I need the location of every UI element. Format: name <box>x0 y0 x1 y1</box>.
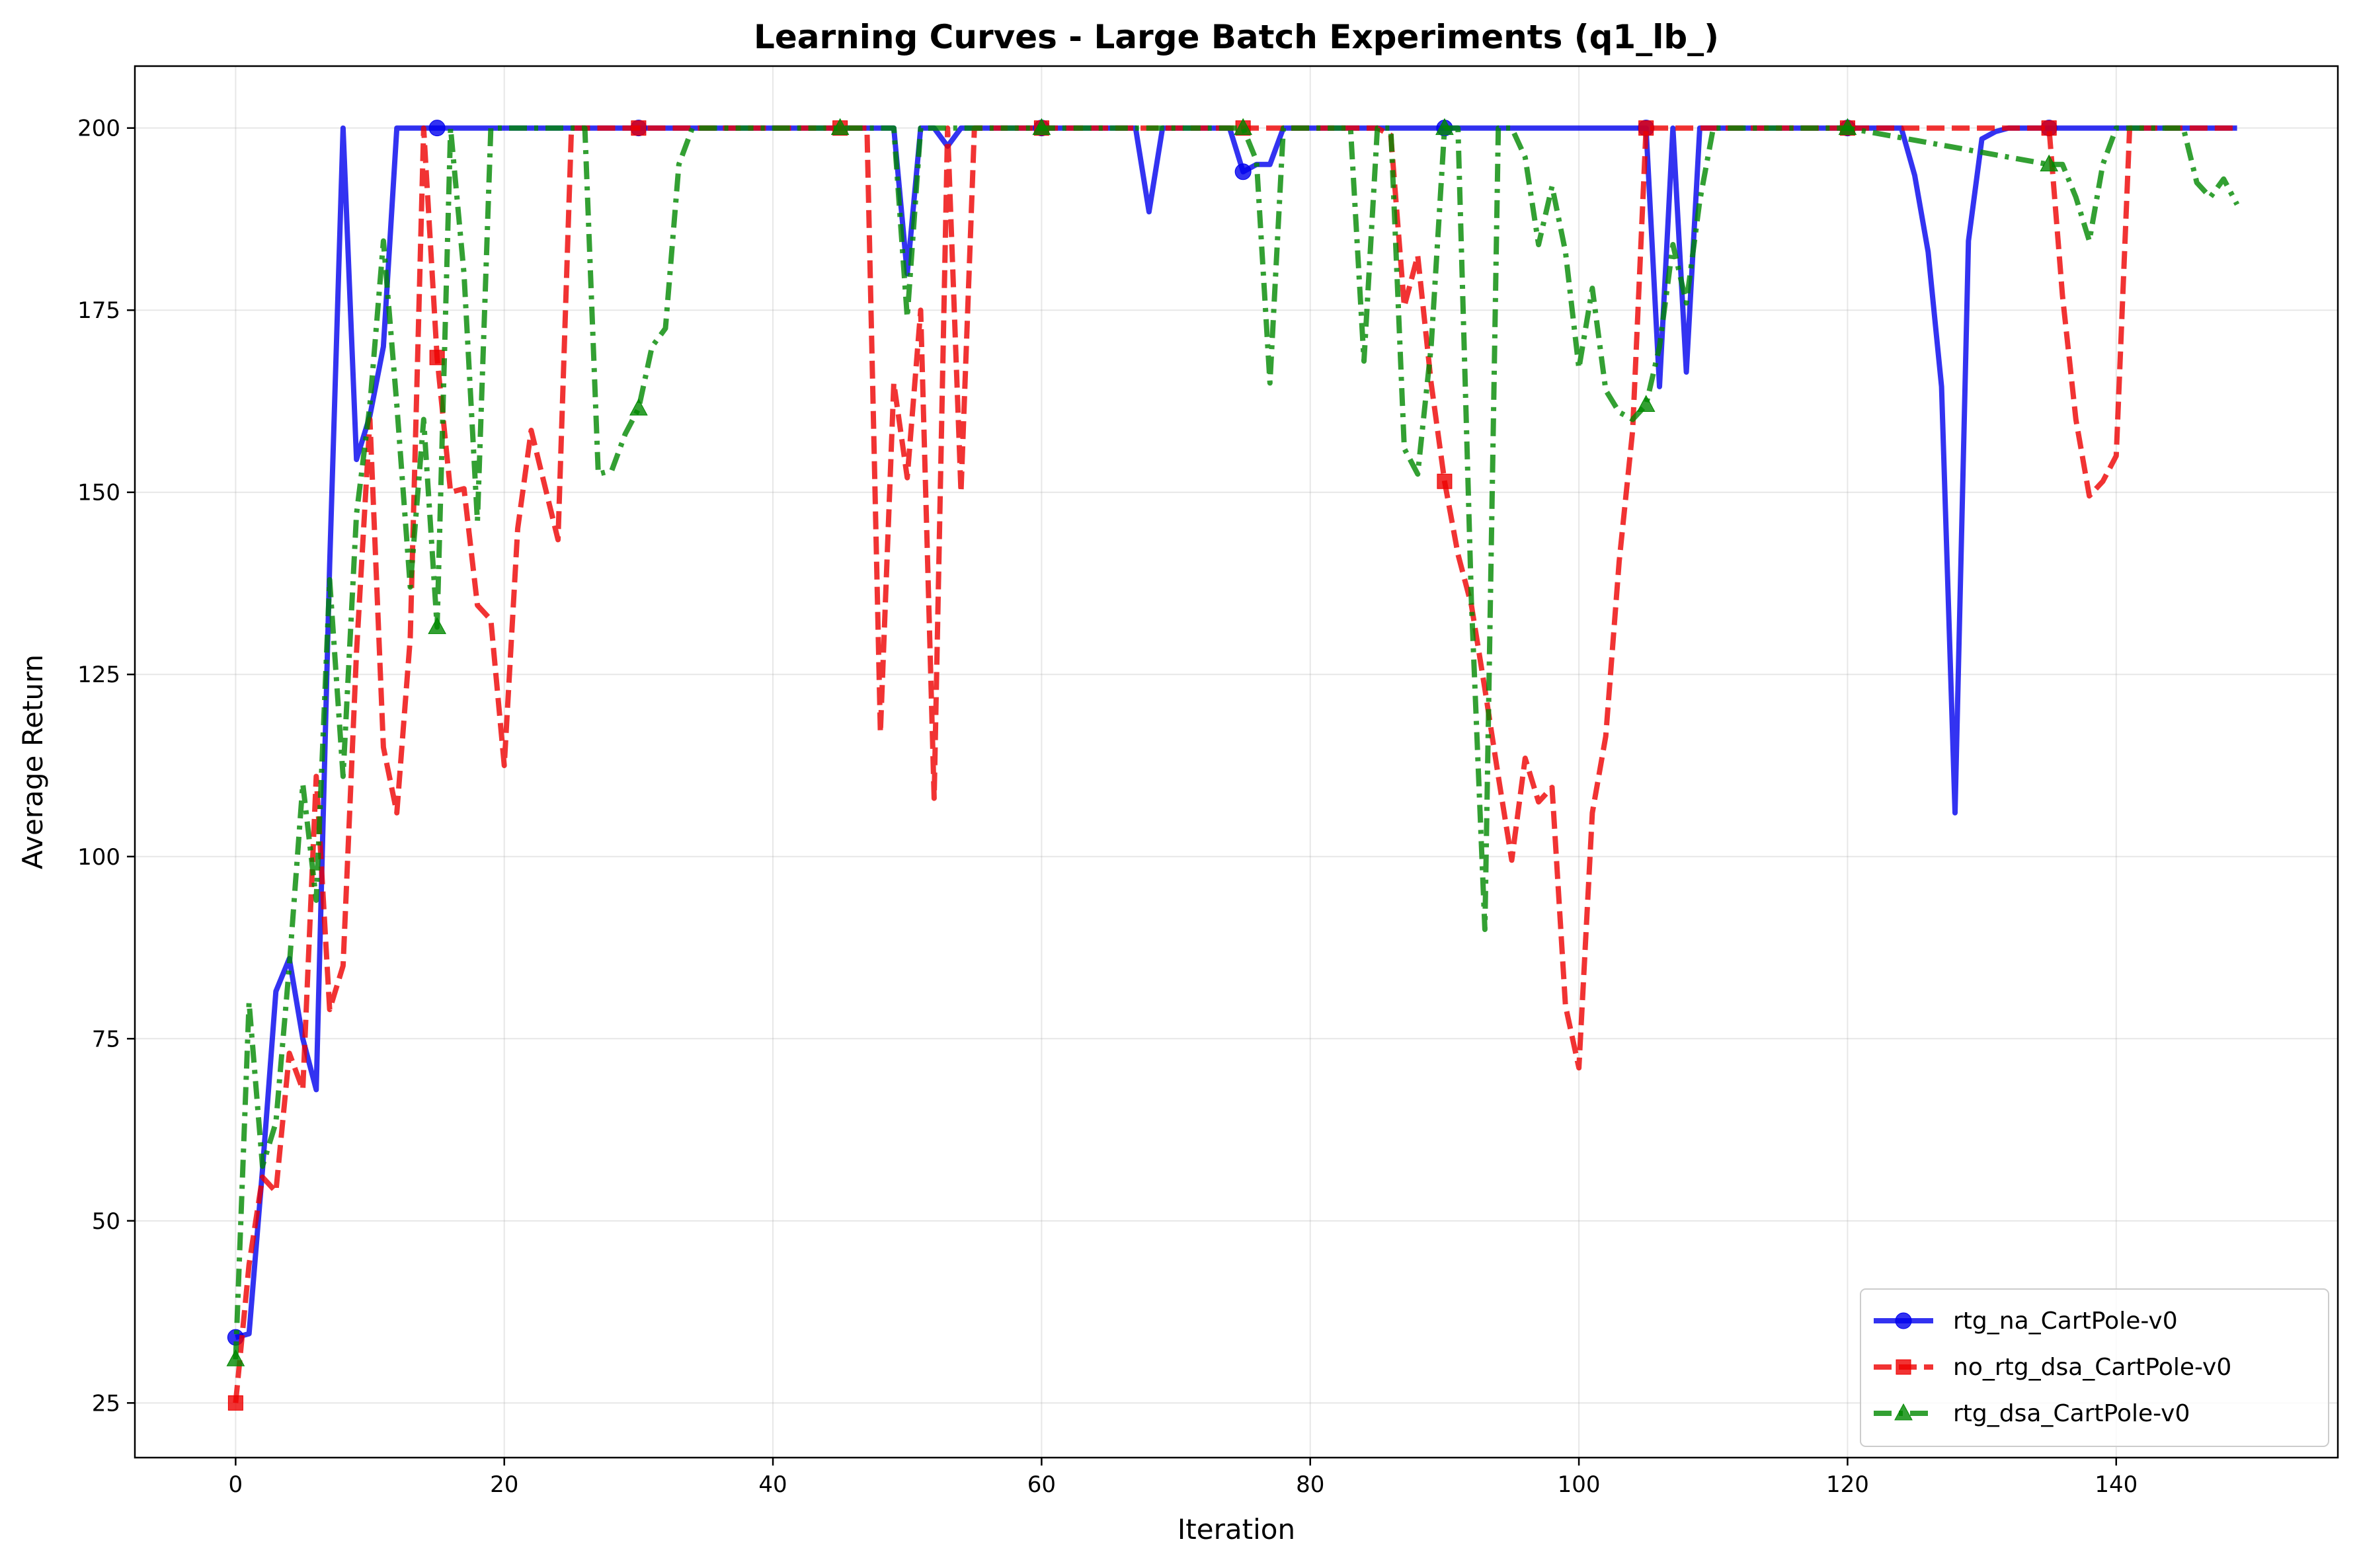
x-tick-label: 0 <box>229 1471 243 1498</box>
y-tick-label: 125 <box>77 662 120 688</box>
x-tick-label: 40 <box>758 1471 787 1498</box>
x-tick-label: 20 <box>490 1471 518 1498</box>
data-point-marker <box>629 398 648 416</box>
data-point-marker <box>1032 118 1051 136</box>
legend-marker <box>1894 1403 1913 1421</box>
data-point-marker <box>1838 118 1857 136</box>
legend: rtg_na_CartPole-v0 no_rtg_dsa_CartPole-v0… <box>1860 1288 2329 1447</box>
y-tick-label: 150 <box>77 480 120 506</box>
data-point-marker <box>1234 163 1252 180</box>
data-point-marker <box>631 120 647 136</box>
data-point-marker <box>428 120 446 137</box>
series-line <box>233 125 2240 1360</box>
data-point-marker <box>226 1349 245 1366</box>
data-point-marker <box>429 350 445 366</box>
legend-label: rtg_dsa_CartPole-v0 <box>1953 1400 2190 1427</box>
y-tick-label: 50 <box>92 1208 120 1235</box>
data-point-marker <box>2041 120 2057 136</box>
data-point-marker <box>1234 118 1252 136</box>
legend-label: no_rtg_dsa_CartPole-v0 <box>1953 1354 2231 1381</box>
data-point-marker <box>227 1395 243 1411</box>
chart-title: Learning Curves - Large Batch Experiment… <box>754 18 1719 56</box>
y-tick-label: 175 <box>77 297 120 324</box>
ticks: 0 20 40 60 80 100 120 140 25 50 75 100 125 150 175 200 <box>77 116 2138 1498</box>
x-axis-label: Iteration <box>1178 1513 1295 1546</box>
x-tick-label: 120 <box>1826 1471 1869 1498</box>
data-point-marker <box>830 118 850 136</box>
plot-frame <box>134 65 2339 1459</box>
series-group <box>226 118 2240 1411</box>
data-point-marker <box>428 617 446 635</box>
series-rtg_dsa_CartPole-v0 <box>226 118 2240 1366</box>
x-tick-label: 60 <box>1027 1471 1056 1498</box>
x-tick-label: 80 <box>1296 1471 1324 1498</box>
y-tick-label: 200 <box>77 116 120 142</box>
x-tick-label: 140 <box>2095 1471 2138 1498</box>
grid <box>135 66 2338 1458</box>
data-point-marker <box>1435 118 1454 136</box>
legend-label: rtg_na_CartPole-v0 <box>1953 1308 2178 1335</box>
legend-marker <box>1896 1359 1911 1375</box>
series-line <box>233 125 2237 1403</box>
y-tick-label: 100 <box>77 844 120 871</box>
data-point-marker <box>1437 473 1453 489</box>
y-tick-label: 75 <box>92 1026 120 1052</box>
data-point-marker <box>2040 154 2059 172</box>
legend-box <box>1860 1288 2329 1447</box>
data-point-marker <box>1636 395 1656 412</box>
legend-marker <box>1895 1312 1912 1329</box>
y-tick-label: 25 <box>92 1390 120 1417</box>
data-point-marker <box>1638 120 1654 136</box>
y-axis-label: Average Return <box>17 654 49 869</box>
x-tick-label: 100 <box>1558 1471 1601 1498</box>
